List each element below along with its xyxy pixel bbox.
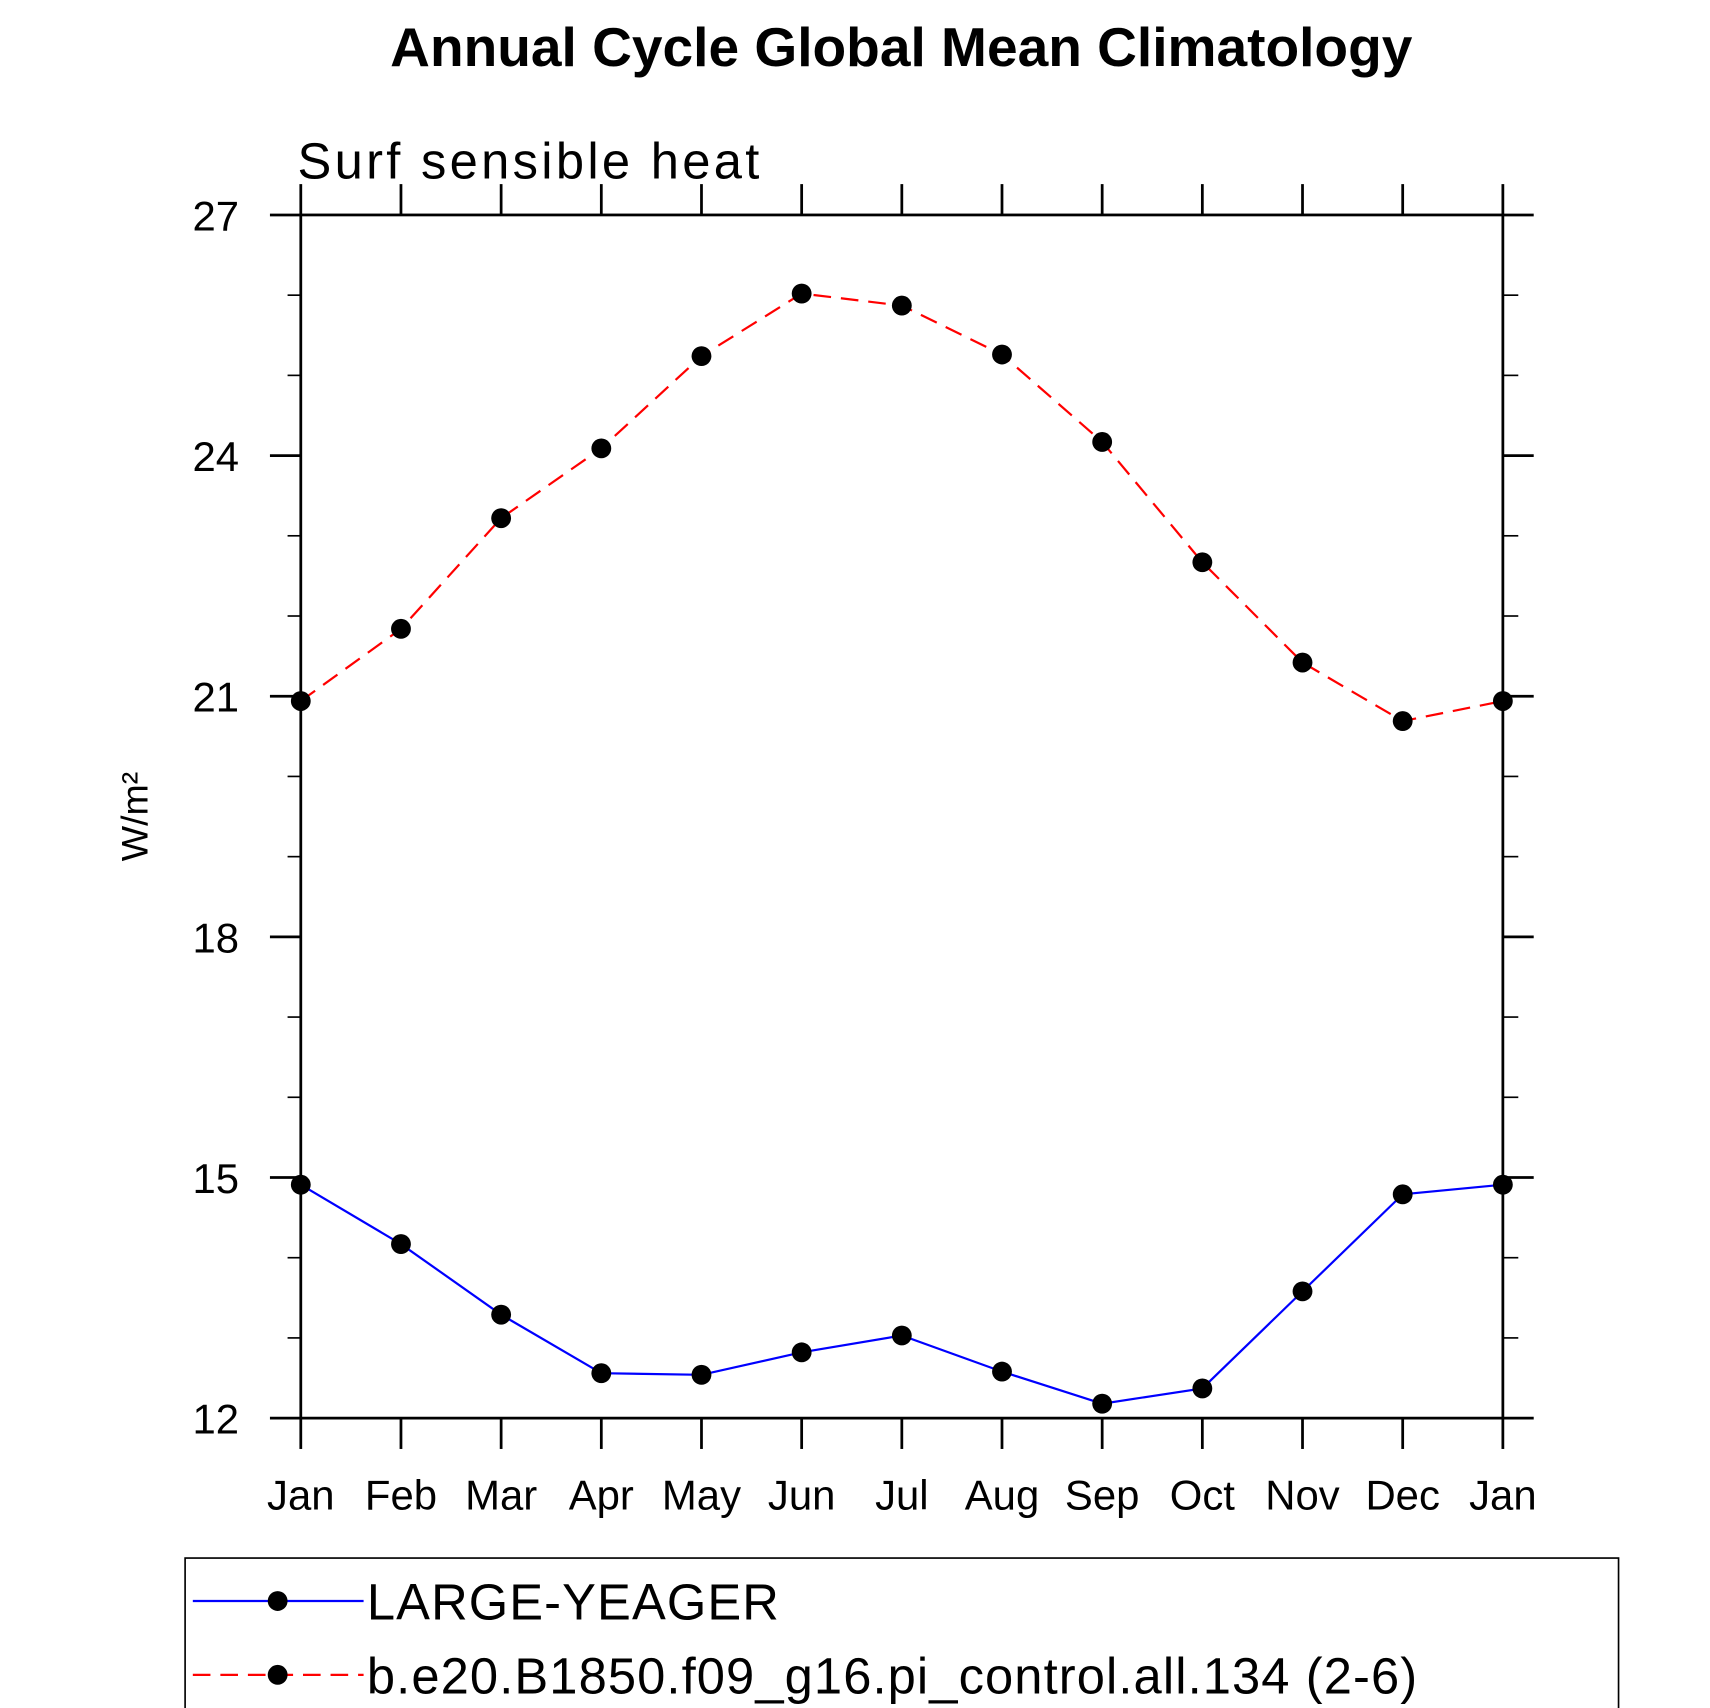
data-point xyxy=(1392,711,1413,732)
y-tick-label: 18 xyxy=(193,914,240,961)
legend-box xyxy=(184,1557,1620,1708)
data-point xyxy=(1092,1393,1113,1414)
x-tick-label: Jan xyxy=(267,1472,335,1519)
data-point xyxy=(591,1363,612,1384)
data-point xyxy=(992,344,1012,365)
data-point xyxy=(691,1364,712,1385)
series-line xyxy=(300,1183,1503,1405)
data-point xyxy=(891,295,912,316)
y-axis-label: W/m² xyxy=(114,772,156,861)
data-point xyxy=(391,618,411,639)
legend-marker xyxy=(267,1664,288,1685)
data-point xyxy=(1192,1378,1213,1399)
data-point xyxy=(1192,552,1213,573)
x-tick-label: Jun xyxy=(768,1472,836,1519)
data-point xyxy=(591,438,612,459)
data-point xyxy=(1092,432,1113,452)
x-tick-label: May xyxy=(662,1472,741,1519)
y-tick-label: 15 xyxy=(193,1155,240,1202)
data-point xyxy=(691,346,712,367)
data-point xyxy=(491,508,512,529)
data-point xyxy=(1492,691,1513,711)
data-point xyxy=(1492,1174,1513,1195)
plot-frame xyxy=(299,213,1505,1420)
data-point xyxy=(992,1361,1012,1382)
data-point xyxy=(1292,652,1313,673)
data-point xyxy=(791,283,812,304)
chart-subtitle: Surf sensible heat xyxy=(297,133,762,190)
legend-label: LARGE-YEAGER xyxy=(367,1574,780,1631)
data-point xyxy=(891,1325,912,1346)
legend-label: b.e20.B1850.f09_g16.pi_control.all.134 (… xyxy=(367,1648,1418,1705)
data-point xyxy=(791,1342,812,1363)
data-point xyxy=(1292,1281,1313,1302)
x-tick-label: Mar xyxy=(465,1472,537,1519)
data-point xyxy=(290,1174,311,1195)
y-tick-label: 21 xyxy=(193,674,240,721)
x-tick-label: Feb xyxy=(365,1472,437,1519)
x-tick-label: Aug xyxy=(965,1472,1039,1519)
x-tick-label: Apr xyxy=(569,1472,634,1519)
y-tick-label: 27 xyxy=(193,192,240,239)
y-tick-label: 24 xyxy=(193,433,240,480)
x-tick-label: Sep xyxy=(1065,1472,1139,1519)
x-tick-label: Jul xyxy=(875,1472,929,1519)
x-tick-label: Oct xyxy=(1170,1472,1235,1519)
x-tick-label: Jan xyxy=(1469,1472,1537,1519)
series-line xyxy=(300,292,1504,723)
legend-marker xyxy=(267,1591,288,1611)
x-tick-label: Dec xyxy=(1365,1472,1439,1519)
data-point xyxy=(1392,1184,1413,1205)
data-point xyxy=(491,1304,512,1325)
x-tick-label: Nov xyxy=(1265,1472,1340,1519)
chart-title: Annual Cycle Global Mean Climatology xyxy=(390,16,1413,78)
y-tick-label: 12 xyxy=(193,1396,240,1443)
data-point xyxy=(290,691,311,711)
data-point xyxy=(391,1234,411,1254)
